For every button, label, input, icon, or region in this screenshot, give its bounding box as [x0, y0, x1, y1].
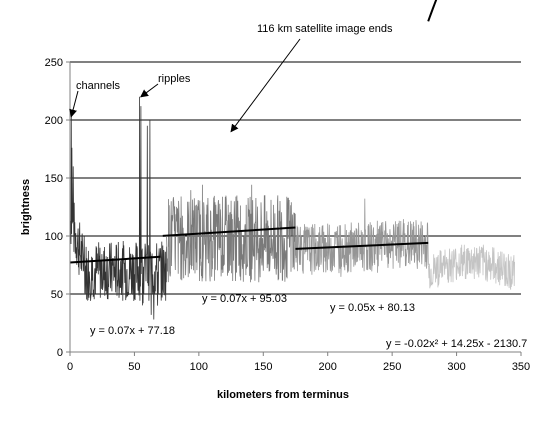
data-series [69, 96, 515, 320]
tick-labels: 0 50 100 150 200 250 0 50 100 150 200 250 300 350 [45, 57, 531, 373]
annotation-label: ripples [158, 73, 191, 85]
annotation-arrow [140, 83, 159, 98]
y-tick-label: 100 [45, 231, 63, 243]
y-tick-label: 50 [51, 289, 63, 301]
x-tick-label: 150 [254, 361, 272, 373]
series-2-line [166, 184, 296, 283]
y-tick-label: 150 [45, 173, 63, 185]
gridlines [70, 61, 521, 295]
trendline-3-label: y = 0.05x + 80.13 [330, 302, 415, 314]
x-tick-label: 0 [67, 361, 73, 373]
axes [66, 61, 522, 356]
trendline-4-label: y = -0.02x² + 14.25x - 2130.7 [386, 338, 527, 350]
y-tick-label: 200 [45, 115, 63, 127]
trendline-2-label: y = 0.07x + 95.03 [202, 293, 287, 305]
trendline-4 [427, 0, 438, 22]
series-3-line [295, 198, 429, 277]
x-tick-label: 100 [190, 361, 208, 373]
x-tick-label: 50 [128, 361, 140, 373]
trendline-1-label: y = 0.07x + 77.18 [90, 325, 175, 337]
annotation-label: channels [76, 80, 121, 92]
trendline-1 [69, 255, 161, 264]
series-4-line [427, 244, 515, 290]
trendline-3 [295, 241, 429, 250]
annotation-label: 116 km satellite image ends [257, 23, 393, 35]
x-tick-label: 300 [447, 361, 465, 373]
trendlines: y = 0.07x + 77.18 y = 0.07x + 95.03 y = 0.… [69, 0, 527, 350]
x-axis-title: kilometers from terminus [217, 389, 349, 401]
x-tick-label: 200 [319, 361, 337, 373]
annotations: channels ripples 116 km satellite image en… [69, 23, 393, 133]
trendline-2 [162, 226, 296, 237]
x-tick-label: 250 [383, 361, 401, 373]
y-tick-label: 250 [45, 57, 63, 69]
x-tick-label: 350 [512, 361, 530, 373]
y-axis-title: brightness [20, 179, 32, 235]
y-tick-label: 0 [57, 347, 63, 359]
annotation-arrow [230, 38, 301, 133]
annotation-arrow [69, 90, 79, 118]
series-1-line [69, 96, 167, 320]
